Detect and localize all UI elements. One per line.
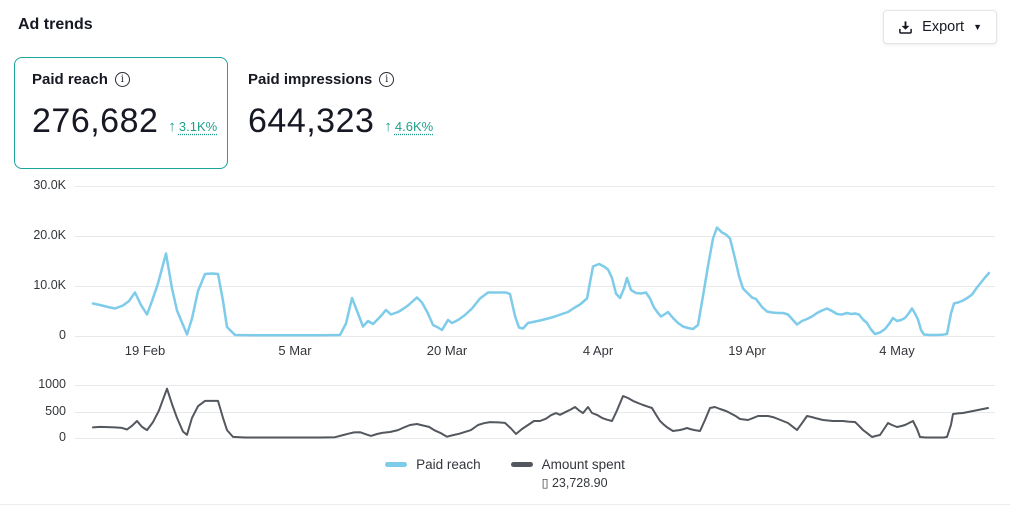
metric-label: Paid impressions — [248, 71, 373, 88]
x-axis-tick-label: 4 May — [879, 343, 915, 358]
legend-sub-value: ▯ 23,728.90 — [541, 476, 608, 490]
info-icon[interactable]: i — [114, 72, 130, 87]
x-axis-tick-label: 19 Apr — [728, 343, 766, 358]
metric-card-paid-reach[interactable]: Paid reach i 276,682 ↑ 3.1K% — [14, 57, 228, 169]
metric-value: 644,323 — [248, 102, 375, 140]
gridline — [75, 385, 995, 386]
legend-item-paid-reach[interactable]: Paid reach — [385, 456, 481, 490]
trend-value: 3.1K% — [178, 119, 218, 134]
y-axis-tick-label: 10.0K — [33, 278, 66, 292]
legend-label: Amount spent — [541, 457, 625, 472]
export-button[interactable]: Export ▼ — [883, 10, 997, 44]
y-axis-tick-label: 0 — [59, 430, 66, 444]
page-title: Ad trends — [18, 16, 93, 33]
x-axis-tick-label: 5 Mar — [278, 343, 312, 358]
y-axis-tick-label: 0 — [59, 328, 66, 342]
y-axis-tick-label: 20.0K — [33, 228, 66, 242]
metric-card-paid-impressions[interactable]: Paid impressions i 644,323 ↑ 4.6K% — [230, 57, 460, 169]
y-axis-tick-label: 500 — [45, 403, 66, 418]
info-icon[interactable]: i — [379, 72, 395, 87]
download-icon — [899, 20, 913, 34]
x-axis-tick-label: 4 Apr — [582, 343, 614, 358]
x-axis-tick-label: 20 Mar — [426, 343, 468, 358]
y-axis-tick-label: 1000 — [38, 377, 66, 391]
trend-value: 4.6K% — [394, 119, 434, 134]
gridline — [75, 186, 995, 187]
gridline — [75, 336, 995, 337]
gridline — [75, 286, 995, 287]
export-label: Export — [922, 19, 965, 35]
bottom-divider — [0, 504, 1010, 505]
legend: Paid reach Amount spent ▯ 23,728.90 — [0, 456, 1010, 490]
gridline — [75, 411, 995, 413]
amount-spent-marker-icon — [510, 462, 533, 467]
trend-up-icon: ↑ — [168, 118, 176, 135]
metric-label: Paid reach — [32, 71, 108, 88]
legend-label: Paid reach — [416, 457, 481, 472]
gridline — [75, 236, 995, 237]
x-axis-tick-label: 19 Feb — [124, 343, 166, 358]
y-axis-tick-label: 30.0K — [33, 178, 66, 192]
metric-value: 276,682 — [32, 102, 159, 140]
caret-down-icon: ▼ — [973, 21, 982, 32]
gridline — [75, 438, 995, 439]
paid-reach-marker-icon — [385, 462, 408, 467]
trend-up-icon: ↑ — [384, 118, 392, 135]
legend-item-amount-spent[interactable]: Amount spent ▯ 23,728.90 — [510, 456, 625, 490]
